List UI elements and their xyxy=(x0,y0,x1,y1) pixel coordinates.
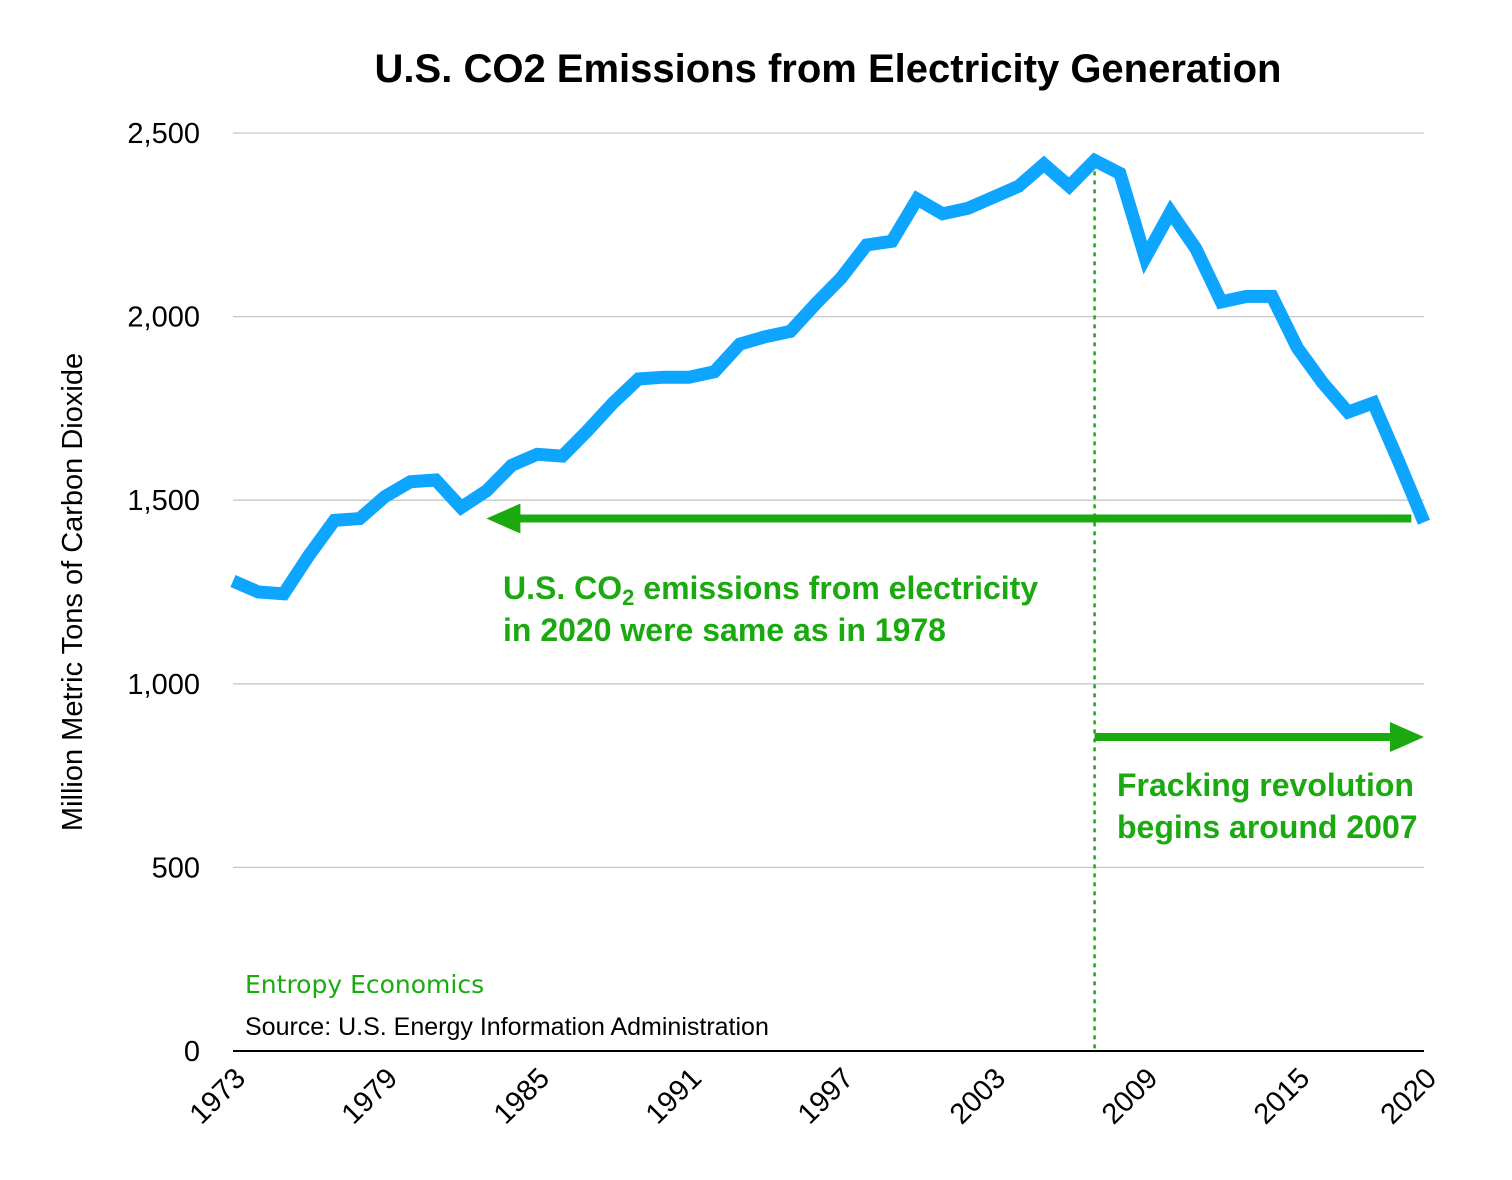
annotation-emissions-part2: emissions from electricity xyxy=(634,570,1038,606)
x-tick-label: 2009 xyxy=(1096,1062,1164,1130)
right-arrow xyxy=(1094,722,1424,753)
y-tick-label: 500 xyxy=(152,852,200,884)
annotation-fracking-line2: begins around 2007 xyxy=(1117,809,1418,845)
x-tick-label: 1985 xyxy=(488,1062,556,1130)
chart-title: U.S. CO2 Emissions from Electricity Gene… xyxy=(375,47,1282,91)
y-tick-label: 2,000 xyxy=(127,302,200,334)
y-tick-label: 0 xyxy=(184,1036,200,1068)
brand-label: Entropy Economics xyxy=(245,970,484,999)
x-tick-label: 1991 xyxy=(640,1062,708,1130)
right-arrow-head xyxy=(1390,722,1424,753)
x-tick-label: 2003 xyxy=(944,1062,1012,1130)
annotation-fracking-line1: Fracking revolution xyxy=(1117,767,1414,803)
left-arrow-head xyxy=(486,503,521,534)
left-arrow xyxy=(486,503,1412,534)
x-tick-label: 2020 xyxy=(1375,1062,1443,1130)
y-tick-label: 1,000 xyxy=(127,669,200,701)
y-tick-label: 2,500 xyxy=(127,118,200,150)
y-axis-label: Million Metric Tons of Carbon Dioxide xyxy=(57,353,89,831)
y-axis-ticks: 0 500 1,000 1,500 2,000 2,500 xyxy=(127,118,200,1068)
annotation-emissions-line2: in 2020 were same as in 1978 xyxy=(503,612,946,648)
series-line xyxy=(230,152,1430,601)
x-tick-label: 1997 xyxy=(792,1062,860,1130)
y-tick-label: 1,500 xyxy=(127,485,200,517)
gridlines xyxy=(233,132,1424,869)
x-tick-label: 1979 xyxy=(336,1062,404,1130)
annotation-emissions: U.S. CO2 emissions from electricity xyxy=(503,570,1038,610)
x-tick-label: 1973 xyxy=(184,1062,252,1130)
annotation-emissions-subscript: 2 xyxy=(622,585,634,610)
source-label: Source: U.S. Energy Information Administ… xyxy=(245,1013,769,1041)
x-axis-ticks: 1973 1979 1985 1991 1997 2003 2009 2015 2020 xyxy=(184,1062,1443,1130)
x-tick-label: 2015 xyxy=(1248,1062,1316,1130)
annotation-emissions-part1: U.S. CO xyxy=(503,570,622,606)
